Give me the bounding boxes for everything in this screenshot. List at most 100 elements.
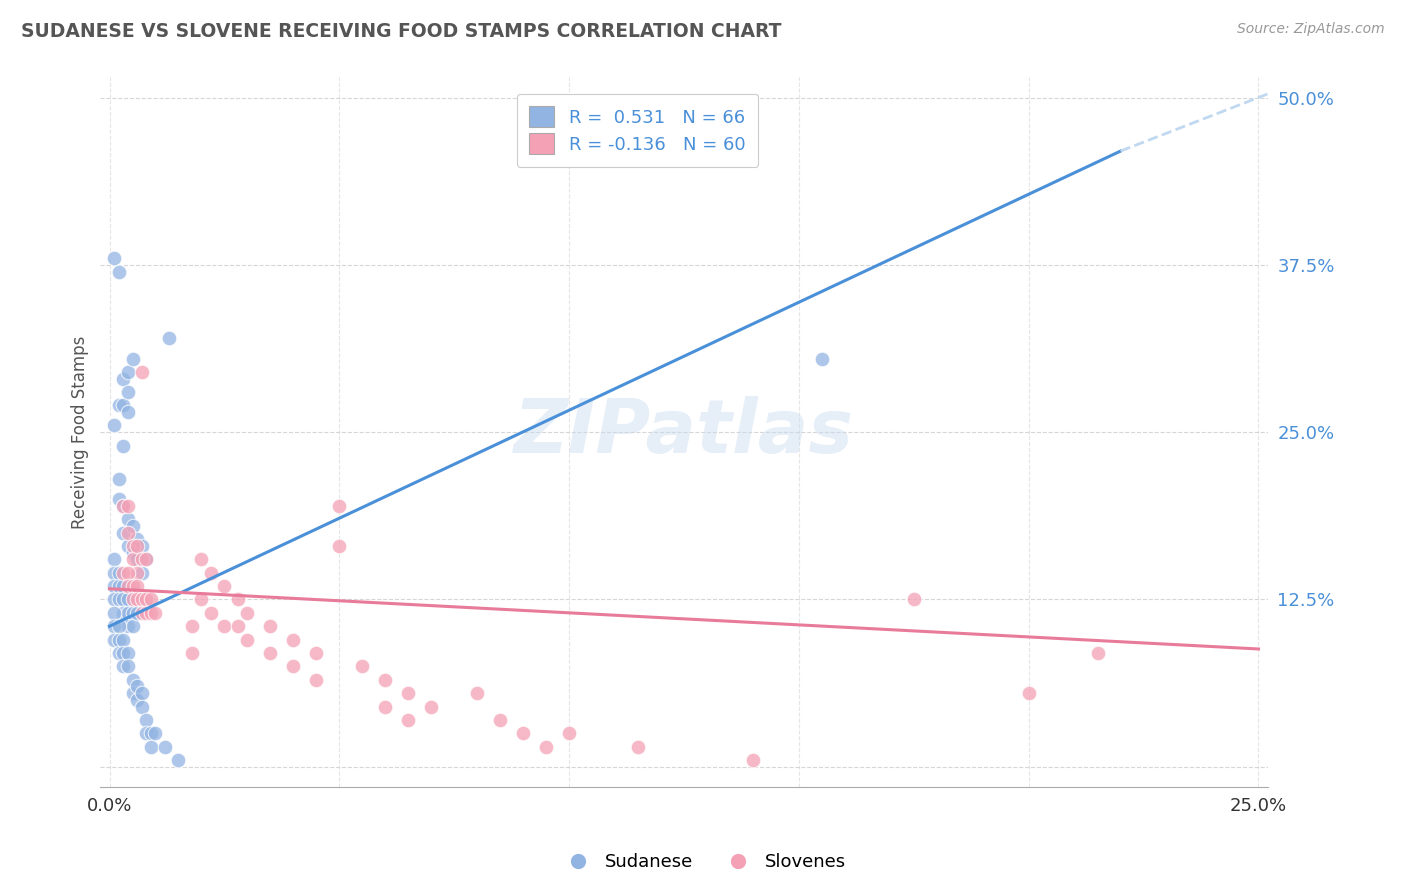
Point (121, 552, 143, 566)
Point (127, 566, 149, 580)
Point (131, 539, 153, 553)
Point (131, 365, 153, 379)
Point (103, 606, 125, 620)
Point (112, 632, 135, 647)
Point (107, 472, 129, 486)
Point (127, 680, 149, 694)
Point (117, 646, 139, 660)
Point (259, 619, 281, 633)
Point (112, 566, 135, 580)
Point (127, 606, 149, 620)
Point (107, 619, 129, 633)
Point (226, 592, 249, 607)
Point (181, 646, 204, 660)
Point (396, 713, 419, 727)
Point (305, 646, 328, 660)
Point (214, 579, 236, 593)
Point (742, 753, 765, 767)
Point (112, 438, 135, 452)
Point (135, 713, 157, 727)
Point (121, 351, 143, 366)
Point (627, 739, 650, 754)
Point (121, 619, 143, 633)
Point (121, 579, 143, 593)
Point (103, 592, 125, 607)
Point (1087, 646, 1109, 660)
Point (135, 726, 157, 740)
Point (117, 606, 139, 620)
Point (112, 592, 135, 607)
Point (117, 499, 139, 513)
Point (112, 499, 135, 513)
Point (127, 579, 149, 593)
Point (107, 579, 129, 593)
Point (131, 552, 153, 566)
Point (107, 592, 129, 607)
Point (117, 539, 139, 553)
Point (117, 525, 139, 540)
Point (127, 552, 149, 566)
Point (374, 673, 396, 687)
Point (512, 726, 534, 740)
Point (107, 398, 129, 412)
Point (117, 659, 139, 673)
Point (374, 699, 396, 714)
Point (139, 739, 162, 754)
Point (117, 566, 139, 580)
Point (117, 365, 139, 379)
Point (103, 552, 125, 566)
Point (131, 699, 153, 714)
Point (236, 632, 259, 647)
Point (139, 606, 162, 620)
Point (112, 646, 135, 660)
Text: ZIPatlas: ZIPatlas (515, 396, 853, 468)
Point (107, 264, 129, 278)
Point (112, 499, 135, 513)
Point (139, 592, 162, 607)
Point (145, 726, 167, 740)
Point (328, 499, 350, 513)
Text: Source: ZipAtlas.com: Source: ZipAtlas.com (1237, 22, 1385, 37)
Y-axis label: Receiving Food Stamps: Receiving Food Stamps (72, 335, 89, 529)
Point (135, 552, 157, 566)
Point (167, 753, 190, 767)
Point (112, 606, 135, 620)
Point (236, 606, 259, 620)
Point (121, 686, 143, 700)
Text: SUDANESE VS SLOVENE RECEIVING FOOD STAMPS CORRELATION CHART: SUDANESE VS SLOVENE RECEIVING FOOD STAMP… (21, 22, 782, 41)
Point (135, 592, 157, 607)
Point (259, 646, 281, 660)
Point (127, 693, 149, 707)
Point (117, 592, 139, 607)
Point (103, 418, 125, 433)
Point (131, 606, 153, 620)
Point (121, 606, 143, 620)
Point (103, 619, 125, 633)
Point (121, 518, 143, 533)
Point (489, 713, 512, 727)
Point (107, 491, 129, 506)
Point (145, 606, 167, 620)
Point (103, 566, 125, 580)
Point (420, 699, 443, 714)
Point (190, 552, 212, 566)
Point (135, 606, 157, 620)
Point (103, 251, 125, 265)
Point (127, 592, 149, 607)
Point (200, 606, 222, 620)
Point (1018, 686, 1040, 700)
Point (181, 619, 204, 633)
Point (112, 525, 135, 540)
Point (352, 659, 374, 673)
Point (305, 673, 328, 687)
Point (131, 592, 153, 607)
Legend: R =  0.531   N = 66, R = -0.136   N = 60: R = 0.531 N = 66, R = -0.136 N = 60 (516, 94, 758, 167)
Point (131, 686, 153, 700)
Point (283, 632, 305, 647)
Point (117, 579, 139, 593)
Point (103, 579, 125, 593)
Legend: Sudanese, Slovenes: Sudanese, Slovenes (553, 847, 853, 879)
Point (465, 686, 488, 700)
Point (558, 726, 581, 740)
Point (117, 619, 139, 633)
